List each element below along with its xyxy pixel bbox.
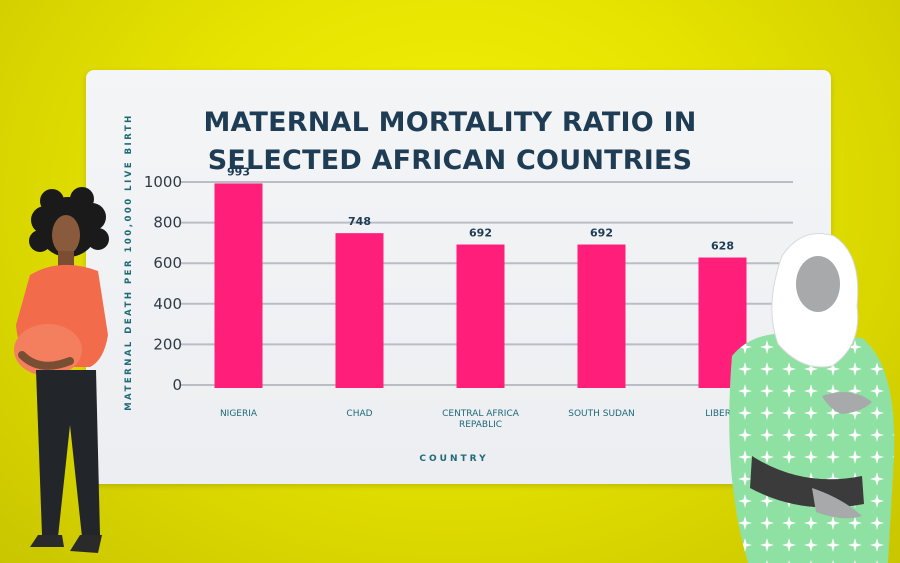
bar-chad [335, 233, 384, 388]
x-tick-label: CHAD [346, 409, 372, 419]
data-label: 692 [469, 227, 492, 240]
bar-nigeria [214, 183, 263, 388]
y-tick-labels: 0 200 400 600 800 1000 [144, 173, 182, 394]
data-labels: 993 748 692 692 628 [227, 165, 734, 252]
arm [18, 351, 74, 370]
neck [58, 251, 74, 267]
bar-south-sudan [577, 244, 626, 388]
chart-title-line-1: MATERNAL MORTALITY RATIO IN [203, 107, 697, 138]
y-tick-label: 1000 [144, 173, 182, 191]
data-label: 993 [227, 165, 250, 178]
data-label: 748 [348, 215, 371, 228]
pregnant-woman-illustration [14, 187, 109, 553]
x-tick-label: SOUTH SUDAN [568, 409, 634, 419]
right-shoe [70, 535, 102, 553]
lower-hand [812, 488, 862, 519]
y-tick-label: 800 [153, 214, 182, 232]
bar-central-africa-repablic [456, 244, 505, 388]
x-tick-label: REPABLIC [459, 420, 502, 430]
patterned-dress [729, 333, 895, 563]
chart-title: MATERNAL MORTALITY RATIO IN SELECTED AFR… [0, 104, 900, 180]
face [796, 256, 840, 312]
data-label: 692 [590, 227, 613, 240]
face [52, 215, 80, 255]
x-tick-label: NIGERIA [220, 409, 258, 419]
x-axis-label: COUNTRY [419, 454, 489, 464]
y-tick-label: 600 [153, 254, 182, 272]
pregnant-woman-hijab-illustration [729, 233, 895, 563]
y-tick-label: 200 [153, 335, 182, 353]
chart-title-line-2: SELECTED AFRICAN COUNTRIES [207, 145, 693, 176]
data-label: 628 [711, 240, 734, 253]
trousers [36, 370, 100, 537]
bars [214, 183, 747, 388]
x-tick-label: LIBERIA [705, 409, 740, 419]
y-tick-label: 400 [153, 295, 182, 313]
y-tick-label: 0 [172, 376, 182, 394]
sash [750, 456, 864, 508]
hand [822, 392, 872, 414]
left-shoe [30, 535, 64, 547]
x-tick-label: CENTRAL AFRICA [442, 409, 520, 419]
